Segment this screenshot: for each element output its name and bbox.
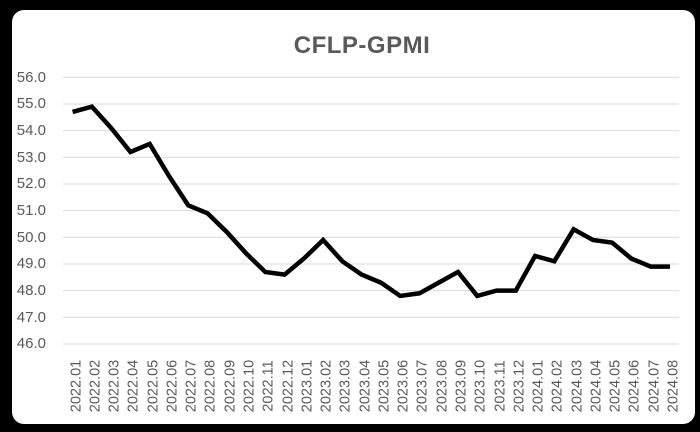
x-axis-label: 2022.08: [202, 359, 219, 413]
x-axis-label: 2024.02: [549, 359, 566, 413]
x-axis-label: 2024.07: [646, 359, 663, 413]
x-axis-label: 2022.02: [87, 359, 104, 413]
x-axis-label: 2022.10: [241, 359, 258, 413]
x-axis-label: 2024.01: [530, 359, 547, 413]
y-axis-label: 50.0: [16, 228, 46, 246]
chart-title: CFLP-GPMI: [293, 32, 431, 59]
x-axis-label: 2022.07: [183, 359, 200, 413]
x-axis-label: 2023.05: [376, 359, 393, 413]
x-axis-label: 2023.01: [299, 359, 316, 413]
x-axis-label: 2022.12: [280, 359, 297, 413]
data-line-series: [71, 104, 670, 299]
x-axis-label: 2023.07: [414, 359, 431, 413]
x-axis-label: 2023.12: [511, 359, 528, 413]
y-axis-label: 49.0: [16, 255, 46, 273]
x-axis-label: 2023.10: [472, 359, 489, 413]
chart-card: CFLP-GPMI: [12, 10, 695, 424]
y-axis-label: 48.0: [16, 282, 46, 300]
x-axis-label: 2023.03: [337, 359, 354, 413]
data-line: [71, 104, 670, 299]
y-axis-label: 56.0: [16, 68, 46, 86]
x-axis-label: 2024.05: [607, 359, 624, 413]
x-axis-label: 2022.05: [145, 359, 162, 413]
gridlines: [63, 76, 679, 345]
y-axis-label: 53.0: [16, 148, 46, 166]
y-axis-label: 47.0: [16, 308, 46, 326]
x-axis-label: 2023.06: [395, 359, 412, 413]
x-axis-label: 2022.09: [222, 359, 239, 413]
y-axis-label: 55.0: [16, 95, 46, 113]
x-axis-label: 2023.11: [492, 360, 509, 412]
x-axis-label: 2023.02: [318, 359, 335, 413]
y-axis-label: 52.0: [16, 175, 46, 193]
x-axis-label: 2024.03: [569, 359, 586, 413]
x-axis-label: 2022.01: [68, 359, 85, 413]
x-axis-label: 2022.03: [106, 359, 123, 413]
x-axis-label: 2024.04: [588, 359, 605, 413]
x-axis-label: 2022.11: [260, 360, 277, 412]
y-axis-label: 46.0: [16, 335, 46, 353]
x-axis-label: 2023.09: [453, 359, 470, 413]
x-axis-label: 2024.08: [665, 359, 682, 413]
x-axis-label: 2022.06: [164, 359, 181, 413]
y-axis-label: 51.0: [16, 202, 46, 220]
y-axis-label: 54.0: [16, 122, 46, 140]
x-axis-label: 2024.06: [626, 359, 643, 413]
x-axis-label: 2023.08: [434, 359, 451, 413]
x-axis-label: 2022.04: [125, 359, 142, 413]
x-axis-label: 2023.04: [357, 359, 374, 413]
